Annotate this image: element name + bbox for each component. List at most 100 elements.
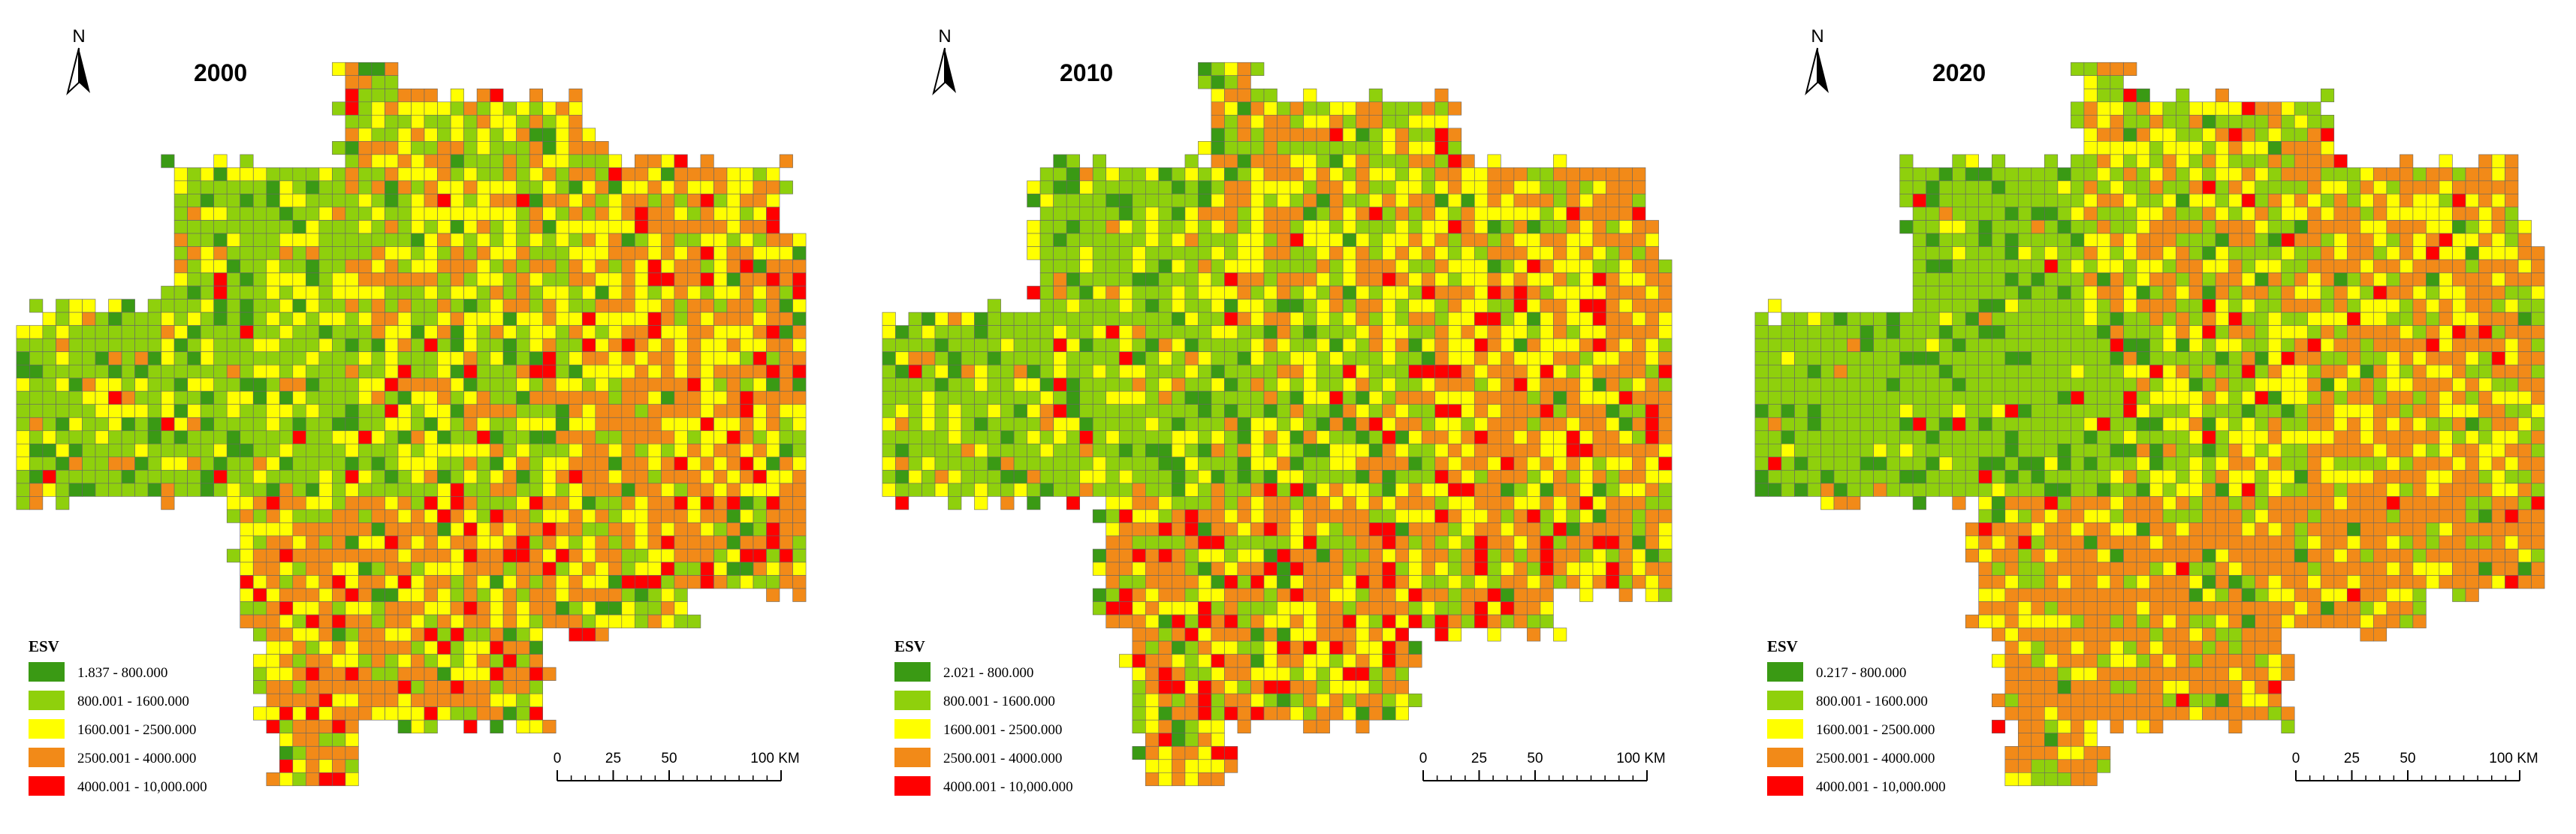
grid-cell <box>385 483 399 497</box>
grid-cell <box>161 417 175 432</box>
grid-cell <box>1618 378 1633 392</box>
grid-cell <box>2294 167 2309 182</box>
grid-cell <box>252 509 267 523</box>
grid-cell <box>358 141 373 155</box>
grid-cell <box>1540 312 1554 326</box>
grid-cell <box>187 390 201 405</box>
grid-cell <box>1290 272 1304 287</box>
grid-cell <box>2491 233 2505 247</box>
grid-cell <box>1092 246 1107 260</box>
grid-cell <box>882 312 896 326</box>
grid-cell <box>1277 443 1291 458</box>
grid-cell <box>1434 364 1449 379</box>
grid-cell <box>1198 272 1212 287</box>
grid-cell <box>2017 299 2032 313</box>
grid-cell <box>687 272 701 287</box>
grid-cell <box>2176 180 2190 194</box>
grid-cell <box>2320 246 2335 260</box>
grid-cell <box>1382 404 1396 418</box>
grid-cell <box>502 417 517 432</box>
grid-cell <box>1158 272 1172 287</box>
grid-cell <box>1106 180 1120 194</box>
grid-cell <box>1053 233 1067 247</box>
grid-cell <box>2307 128 2321 142</box>
grid-cell <box>68 443 83 458</box>
grid-cell <box>1211 351 1225 366</box>
grid-cell <box>1421 549 1436 563</box>
grid-cell <box>332 390 346 405</box>
grid-cell <box>1329 549 1344 563</box>
grid-cell <box>569 549 583 563</box>
grid-cell <box>2110 246 2124 260</box>
grid-cell <box>1303 141 1317 155</box>
grid-cell <box>1013 483 1027 497</box>
grid-cell <box>358 614 373 628</box>
grid-cell <box>753 167 767 182</box>
grid-cell <box>134 456 149 471</box>
grid-cell <box>555 206 570 221</box>
grid-cell <box>1382 194 1396 208</box>
grid-cell <box>1303 272 1317 287</box>
grid-cell <box>2439 167 2453 182</box>
grid-cell <box>266 390 280 405</box>
grid-cell <box>1513 272 1528 287</box>
grid-cell <box>1263 338 1277 352</box>
grid-cell <box>371 601 385 616</box>
grid-cell <box>200 194 215 208</box>
grid-cell <box>1408 483 1422 497</box>
grid-cell <box>1290 654 1304 668</box>
grid-cell <box>608 364 623 379</box>
grid-cell <box>2465 180 2479 194</box>
grid-cell <box>687 469 701 484</box>
grid-cell <box>1211 759 1225 773</box>
grid-cell <box>2478 233 2493 247</box>
grid-cell <box>1290 667 1304 681</box>
grid-cell <box>1000 390 1015 405</box>
grid-cell <box>345 417 359 432</box>
grid-cell <box>240 167 254 182</box>
grid-cell <box>1461 549 1475 563</box>
grid-cell <box>555 522 570 537</box>
grid-cell <box>42 483 56 497</box>
grid-cell <box>1158 220 1172 234</box>
grid-cell <box>2426 233 2440 247</box>
grid-cell <box>1382 601 1396 616</box>
grid-cell <box>529 390 544 405</box>
grid-cell <box>2097 285 2111 300</box>
grid-cell <box>305 719 320 734</box>
grid-cell <box>2307 154 2321 168</box>
grid-cell <box>1316 640 1330 655</box>
grid-cell <box>1237 680 1251 694</box>
grid-cell <box>2136 128 2150 142</box>
grid-cell <box>345 483 359 497</box>
grid-cell <box>358 430 373 444</box>
grid-cell <box>2228 285 2243 300</box>
grid-cell <box>661 443 675 458</box>
grid-cell <box>385 325 399 339</box>
grid-cell <box>1329 272 1344 287</box>
grid-cell <box>1474 180 1489 194</box>
grid-cell <box>1237 272 1251 287</box>
grid-cell <box>779 351 793 366</box>
grid-cell <box>1847 312 1861 326</box>
grid-cell <box>463 325 478 339</box>
grid-cell <box>634 180 649 194</box>
grid-cell <box>1184 522 1199 537</box>
grid-cell <box>476 272 490 287</box>
grid-cell <box>779 180 793 194</box>
grid-cell <box>1250 601 1265 616</box>
grid-cell <box>1382 128 1396 142</box>
grid-cell <box>411 233 425 247</box>
grid-cell <box>1618 469 1633 484</box>
grid-cell <box>753 259 767 273</box>
grid-cell <box>581 180 596 194</box>
grid-cell <box>1171 549 1186 563</box>
grid-cell <box>1618 180 1633 194</box>
grid-cell <box>226 509 241 523</box>
grid-cell <box>1807 325 1821 339</box>
grid-cell <box>1356 562 1370 576</box>
grid-cell <box>753 220 767 234</box>
grid-cell <box>1408 430 1422 444</box>
grid-cell <box>292 535 306 549</box>
grid-cell <box>450 443 464 458</box>
